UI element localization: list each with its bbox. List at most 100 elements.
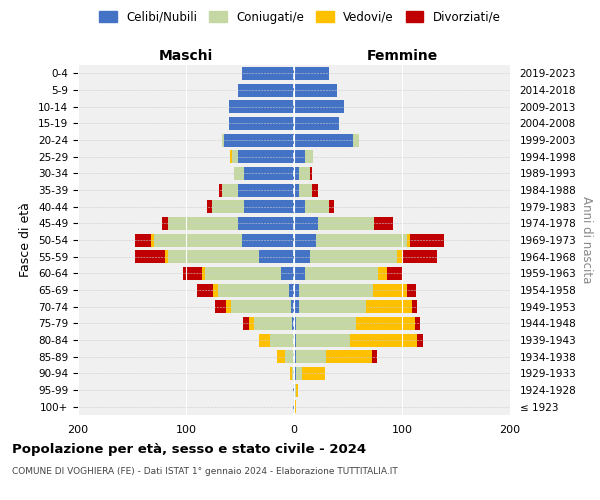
Bar [305, 200, 329, 213]
Text: COMUNE DI VOGHIERA (FE) - Dati ISTAT 1° gennaio 2024 - Elaborazione TUTTITALIA.I: COMUNE DI VOGHIERA (FE) - Dati ISTAT 1° … [12, 468, 398, 476]
Text: Maschi: Maschi [159, 48, 213, 62]
Bar [238, 150, 294, 163]
Bar [294, 217, 318, 230]
Bar [294, 200, 305, 213]
Bar [310, 250, 397, 263]
Bar [310, 167, 313, 180]
Bar [293, 384, 294, 396]
Bar [206, 200, 212, 213]
Bar [294, 267, 305, 280]
Bar [166, 250, 167, 263]
Text: Popolazione per età, sesso e stato civile - 2024: Popolazione per età, sesso e stato civil… [12, 442, 366, 456]
Bar [221, 184, 238, 196]
Bar [294, 350, 296, 363]
Bar [318, 217, 374, 230]
Bar [292, 317, 294, 330]
Bar [367, 300, 412, 313]
Bar [350, 334, 417, 346]
Bar [316, 234, 407, 246]
Bar [162, 217, 167, 230]
Bar [244, 167, 294, 180]
Bar [294, 67, 329, 80]
Bar [387, 267, 403, 280]
Bar [290, 367, 292, 380]
Bar [302, 367, 325, 380]
Bar [294, 117, 340, 130]
Bar [232, 300, 291, 313]
Bar [183, 267, 202, 280]
Bar [407, 234, 410, 246]
Bar [197, 284, 213, 296]
Bar [167, 217, 238, 230]
Bar [296, 384, 298, 396]
Bar [254, 317, 292, 330]
Bar [326, 350, 372, 363]
Bar [291, 300, 294, 313]
Bar [229, 117, 294, 130]
Bar [294, 150, 305, 163]
Bar [281, 267, 294, 280]
Bar [212, 200, 244, 213]
Bar [233, 167, 244, 180]
Bar [296, 367, 302, 380]
Bar [402, 250, 437, 263]
Bar [221, 134, 224, 146]
Bar [238, 217, 294, 230]
Bar [242, 234, 294, 246]
Bar [374, 217, 394, 230]
Bar [294, 334, 296, 346]
Bar [397, 250, 402, 263]
Bar [229, 100, 294, 113]
Bar [294, 384, 296, 396]
Bar [294, 100, 344, 113]
Bar [213, 284, 218, 296]
Bar [238, 184, 294, 196]
Bar [415, 317, 421, 330]
Bar [410, 234, 444, 246]
Bar [151, 234, 154, 246]
Bar [329, 200, 334, 213]
Bar [154, 234, 242, 246]
Bar [270, 334, 294, 346]
Bar [167, 250, 259, 263]
Bar [296, 334, 350, 346]
Bar [407, 284, 416, 296]
Bar [243, 317, 248, 330]
Bar [293, 400, 294, 413]
Bar [294, 84, 337, 96]
Y-axis label: Anni di nascita: Anni di nascita [580, 196, 593, 284]
Y-axis label: Fasce di età: Fasce di età [19, 202, 32, 278]
Bar [299, 167, 310, 180]
Bar [294, 234, 316, 246]
Bar [294, 400, 296, 413]
Bar [286, 350, 294, 363]
Bar [294, 167, 299, 180]
Bar [230, 150, 232, 163]
Bar [202, 267, 205, 280]
Bar [305, 267, 378, 280]
Bar [417, 334, 422, 346]
Bar [259, 334, 270, 346]
Bar [299, 284, 373, 296]
Bar [356, 317, 415, 330]
Bar [248, 317, 254, 330]
Bar [296, 317, 356, 330]
Bar [289, 284, 294, 296]
Bar [305, 150, 313, 163]
Bar [292, 367, 294, 380]
Bar [226, 300, 232, 313]
Bar [294, 184, 299, 196]
Bar [238, 84, 294, 96]
Bar [294, 367, 296, 380]
Bar [373, 284, 407, 296]
Bar [294, 134, 353, 146]
Bar [353, 134, 359, 146]
Bar [224, 134, 294, 146]
Bar [313, 184, 318, 196]
Bar [372, 350, 377, 363]
Bar [294, 284, 299, 296]
Bar [135, 250, 166, 263]
Bar [135, 234, 151, 246]
Bar [244, 200, 294, 213]
Bar [378, 267, 387, 280]
